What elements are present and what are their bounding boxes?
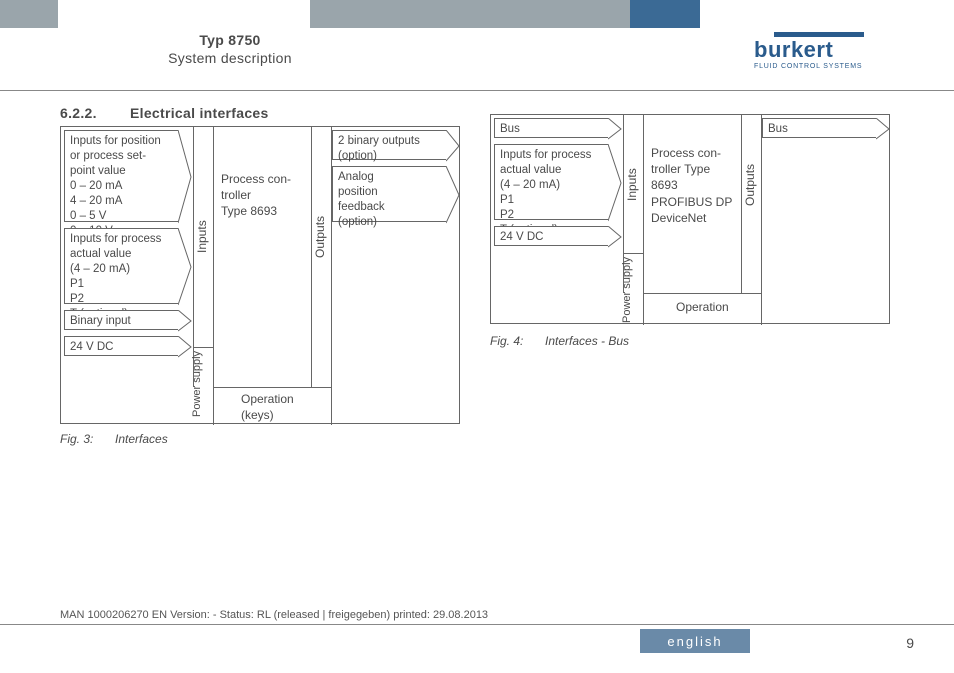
diagram-flag: Binary input — [64, 310, 178, 330]
inputs-label: Inputs — [195, 187, 209, 287]
figure-3-caption: Fig. 3:Interfaces — [60, 432, 168, 446]
diagram-flag: 24 V DC — [494, 226, 608, 246]
inputs-label: Inputs — [625, 145, 639, 225]
diagram-flag: Bus — [762, 118, 876, 138]
doc-subtitle: System description — [0, 50, 460, 66]
doc-type: Typ 8750 — [0, 32, 460, 48]
operation-label: Operation (keys) — [241, 391, 294, 423]
power-label: Power supply — [192, 349, 203, 419]
section-heading: 6.2.2.Electrical interfaces — [60, 105, 269, 121]
controller-label: Process con- troller Type 8693 PROFIBUS … — [651, 145, 732, 226]
diagram-flag: 2 binary outputs(option) — [332, 130, 446, 160]
page-header: Typ 8750 System description burkert FLUI… — [0, 32, 954, 82]
outputs-label: Outputs — [313, 187, 327, 287]
diagram-flag: 24 V DC — [64, 336, 178, 356]
top-bar — [0, 0, 954, 28]
diagram-flag: Inputs for processactual value(4 – 20 mA… — [494, 144, 608, 220]
footer-meta: MAN 1000206270 EN Version: - Status: RL … — [60, 609, 488, 621]
figure-4-caption: Fig. 4:Interfaces - Bus — [490, 334, 629, 348]
power-label: Power supply — [622, 255, 633, 325]
diagram-flag: Analogpositionfeedback(option) — [332, 166, 446, 222]
operation-label: Operation — [676, 299, 729, 315]
diagram-flag: Bus — [494, 118, 608, 138]
page-number: 9 — [906, 635, 914, 651]
diagram-flag: Inputs for processactual value(4 – 20 mA… — [64, 228, 178, 304]
brand-logo: burkert FLUID CONTROL SYSTEMS — [754, 32, 864, 70]
controller-label: Process con- troller Type 8693 — [221, 171, 291, 220]
outputs-label: Outputs — [743, 145, 757, 225]
diagram-flag: Inputs for positionor process set-point … — [64, 130, 178, 222]
language-badge: english — [640, 629, 750, 653]
